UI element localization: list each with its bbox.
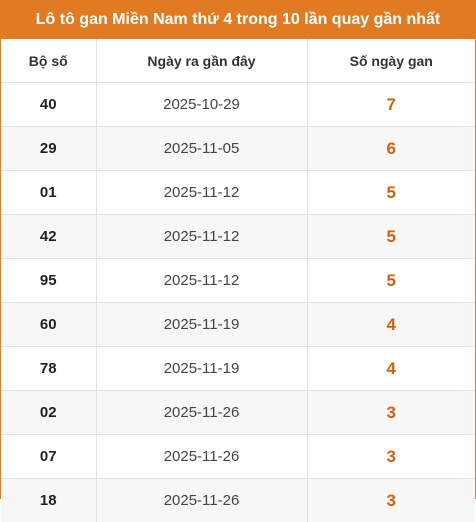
cell-date: 2025-11-26	[96, 479, 307, 522]
cell-days: 5	[307, 259, 475, 303]
cell-number: 40	[1, 83, 96, 127]
table-row: 60 2025-11-19 4	[1, 303, 475, 347]
header-row: Bộ số Ngày ra gần đây Số ngày gan	[1, 39, 475, 83]
cell-days: 3	[307, 435, 475, 479]
cell-number: 95	[1, 259, 96, 303]
cell-date: 2025-10-29	[96, 83, 307, 127]
cell-number: 42	[1, 215, 96, 259]
cell-number: 78	[1, 347, 96, 391]
table-row: 78 2025-11-19 4	[1, 347, 475, 391]
column-header-last-date: Ngày ra gần đây	[96, 39, 307, 83]
table-row: 95 2025-11-12 5	[1, 259, 475, 303]
table-row: 42 2025-11-12 5	[1, 215, 475, 259]
cell-days: 6	[307, 127, 475, 171]
table-row: 40 2025-10-29 7	[1, 83, 475, 127]
cell-number: 60	[1, 303, 96, 347]
cell-days: 3	[307, 479, 475, 522]
cell-days: 5	[307, 171, 475, 215]
cell-days: 3	[307, 391, 475, 435]
table-row: 02 2025-11-26 3	[1, 391, 475, 435]
cell-date: 2025-11-12	[96, 171, 307, 215]
cell-date: 2025-11-12	[96, 259, 307, 303]
table-row: 29 2025-11-05 6	[1, 127, 475, 171]
column-header-number: Bộ số	[1, 39, 96, 83]
cell-number: 01	[1, 171, 96, 215]
cell-number: 18	[1, 479, 96, 522]
cell-days: 4	[307, 347, 475, 391]
cell-days: 4	[307, 303, 475, 347]
cell-date: 2025-11-12	[96, 215, 307, 259]
cell-date: 2025-11-19	[96, 303, 307, 347]
cell-date: 2025-11-19	[96, 347, 307, 391]
lottery-gan-table-card: Lô tô gan Miền Nam thứ 4 trong 10 lần qu…	[0, 0, 476, 499]
table-row: 07 2025-11-26 3	[1, 435, 475, 479]
cell-number: 02	[1, 391, 96, 435]
table-title: Lô tô gan Miền Nam thứ 4 trong 10 lần qu…	[1, 0, 475, 39]
column-header-gan-days: Số ngày gan	[307, 39, 475, 83]
cell-days: 5	[307, 215, 475, 259]
cell-number: 29	[1, 127, 96, 171]
cell-date: 2025-11-26	[96, 435, 307, 479]
table-row: 01 2025-11-12 5	[1, 171, 475, 215]
gan-table: Bộ số Ngày ra gần đây Số ngày gan 40 202…	[1, 39, 475, 522]
table-row: 18 2025-11-26 3	[1, 479, 475, 522]
cell-number: 07	[1, 435, 96, 479]
cell-date: 2025-11-26	[96, 391, 307, 435]
cell-date: 2025-11-05	[96, 127, 307, 171]
cell-days: 7	[307, 83, 475, 127]
